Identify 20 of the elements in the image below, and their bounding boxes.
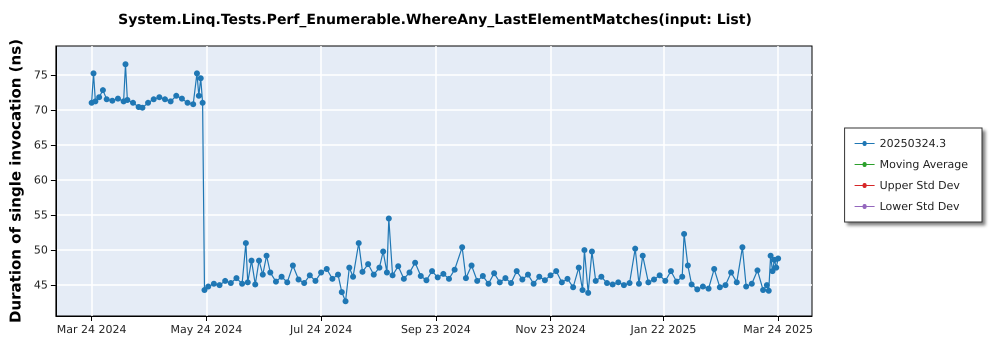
x-tick-label: Jul 24 2024 — [288, 323, 352, 336]
x-tick-label: Mar 24 2025 — [743, 323, 814, 336]
y-tick-label: 75 — [34, 68, 48, 82]
legend-label: Lower Std Dev — [880, 200, 960, 213]
y-tick-label: 70 — [34, 103, 48, 116]
y-tick-label: 55 — [34, 208, 48, 222]
legend-label: 20250324.3 — [880, 137, 946, 150]
y-tick-label: 60 — [34, 173, 48, 186]
chart-title: System.Linq.Tests.Perf_Enumerable.WhereAny_LastElementMatches(input: List) — [118, 12, 752, 28]
y-tick-label: 50 — [34, 244, 48, 257]
x-tick-label: May 24 2024 — [170, 323, 242, 336]
x-tick-label: Mar 24 2024 — [56, 323, 127, 336]
y-axis-title: Duration of single invocation (ns) — [6, 39, 24, 323]
y-tick-label: 65 — [34, 138, 48, 152]
legend-label: Upper Std Dev — [880, 179, 960, 192]
y-tick-label: 45 — [34, 278, 48, 292]
legend-label: Moving Average — [880, 158, 968, 171]
x-tick-label: Sep 23 2024 — [400, 323, 471, 336]
x-tick-label: Nov 23 2024 — [515, 323, 586, 336]
x-tick-label: Jan 22 2025 — [629, 323, 696, 336]
